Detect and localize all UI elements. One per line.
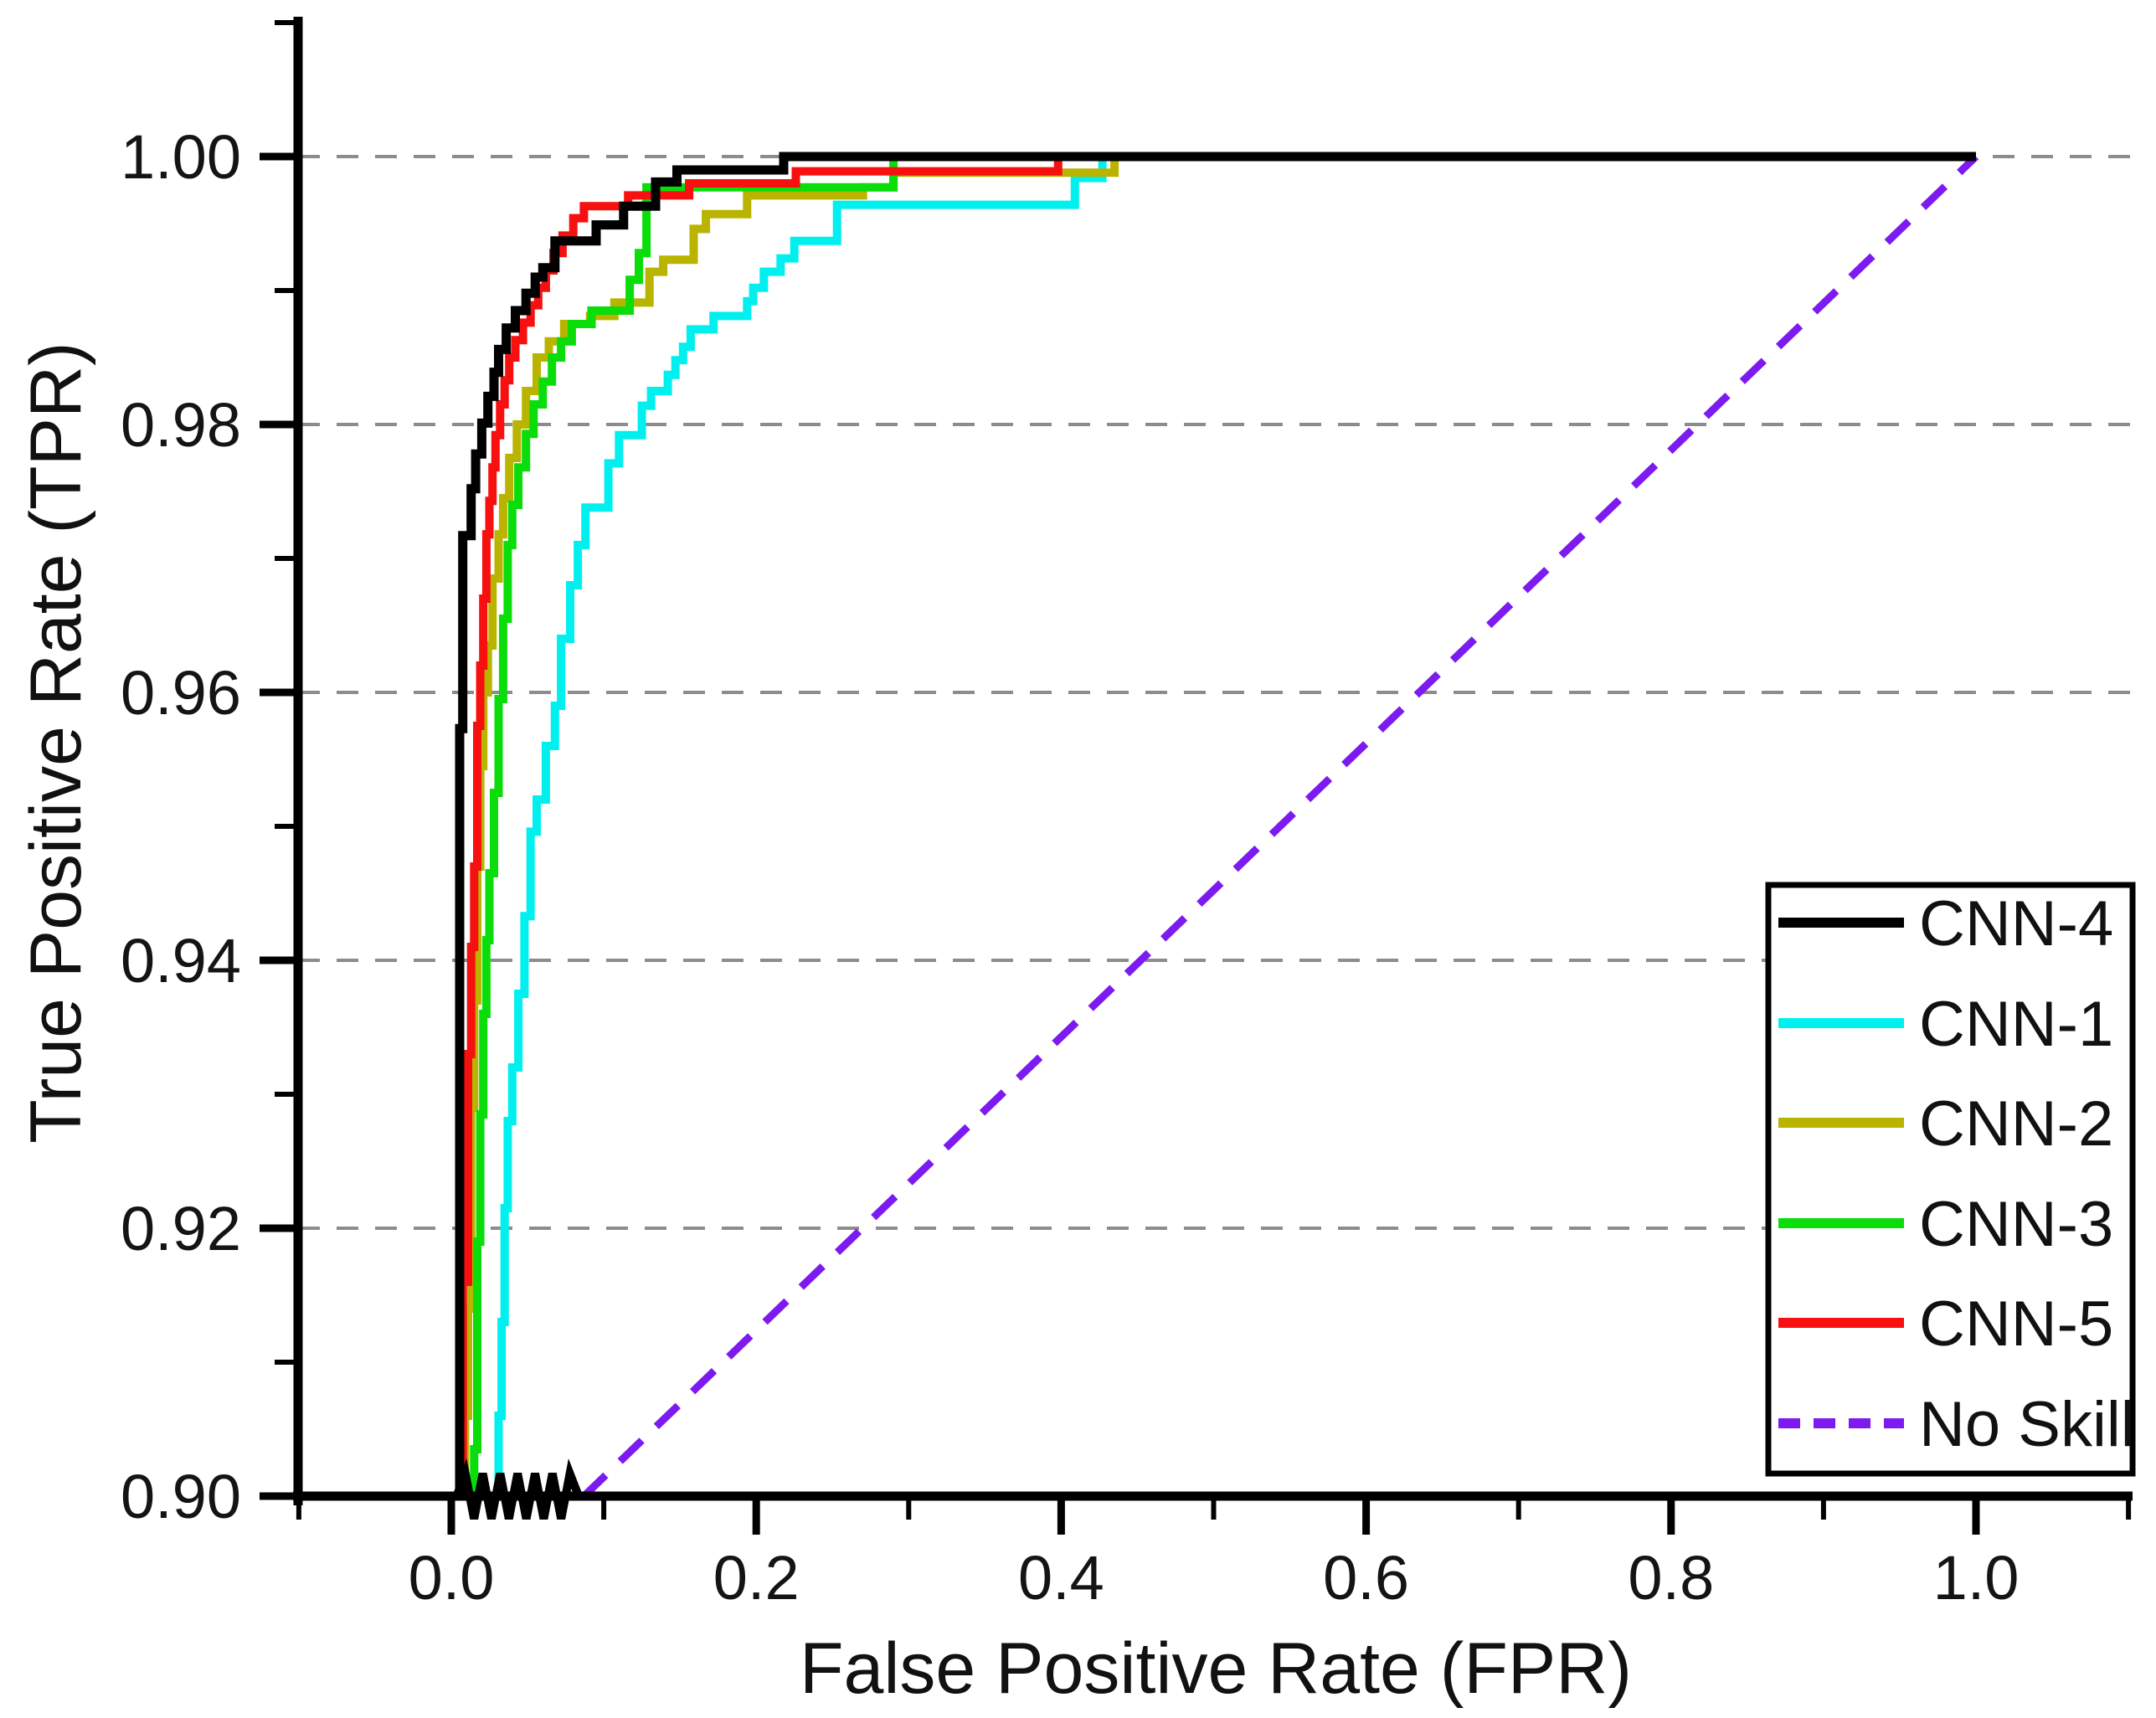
x-tick-label-1: 0.2 [713, 1543, 800, 1613]
legend-entry-cnn1: CNN-1 [1778, 989, 2113, 1060]
legend-label-cnn3: CNN-3 [1919, 1189, 2113, 1260]
legend: CNN-4 CNN-1 CNN-2 CNN-3 CNN-5 No Skill [1765, 882, 2136, 1477]
y-tick-label-2: 0.96 [121, 658, 241, 728]
y-tick-label-5: 0.90 [121, 1462, 241, 1531]
legend-entry-no-skill: No Skill [1778, 1389, 2135, 1460]
x-tick-label-3: 0.6 [1323, 1543, 1409, 1613]
roc-curve-cnn-5 [458, 152, 1976, 1496]
legend-label-cnn1: CNN-1 [1919, 989, 2113, 1060]
legend-label-no-skill: No Skill [1919, 1389, 2135, 1460]
legend-entry-cnn4: CNN-4 [1778, 888, 2113, 959]
legend-label-cnn4: CNN-4 [1919, 888, 2113, 959]
axis-break-layer [452, 1458, 583, 1520]
x-tick-label-0: 0.0 [409, 1543, 495, 1613]
roc-curve-no-skill [581, 153, 1979, 1499]
legend-entry-cnn2: CNN-2 [1778, 1088, 2113, 1160]
legend-entry-cnn5: CNN-5 [1778, 1288, 2113, 1360]
x-tick-label-5: 1.0 [1933, 1543, 2020, 1613]
roc-curve-cnn-1 [494, 152, 1976, 1496]
x-tick-labels: 0.0 0.2 0.4 0.6 0.8 1.0 [409, 1543, 2020, 1613]
roc-curve-cnn-2 [461, 152, 1976, 1496]
legend-box [1765, 882, 2136, 1477]
axes-layer [260, 17, 2133, 1535]
y-tick-label-1: 0.98 [121, 390, 241, 460]
y-tick-label-3: 0.94 [121, 926, 241, 995]
x-axis-break-zigzag [452, 1458, 583, 1520]
x-tick-label-2: 0.4 [1018, 1543, 1104, 1613]
curves-layer [455, 152, 1979, 1499]
x-axis-title: False Positive Rate (FPR) [800, 1628, 1632, 1709]
y-tick-label-4: 0.92 [121, 1194, 241, 1263]
x-tick-label-4: 0.8 [1628, 1543, 1714, 1613]
legend-label-cnn5: CNN-5 [1919, 1288, 2113, 1360]
y-tick-label-0: 1.00 [121, 122, 241, 192]
roc-curve-cnn-3 [470, 152, 1976, 1496]
roc-curve-cnn-4 [455, 152, 1976, 1496]
y-tick-labels: 1.00 0.98 0.96 0.94 0.92 0.90 [121, 122, 241, 1531]
legend-entry-cnn3: CNN-3 [1778, 1189, 2113, 1260]
y-axis-title: True Positive Rate (TPR) [16, 342, 96, 1143]
legend-label-cnn2: CNN-2 [1919, 1088, 2113, 1160]
